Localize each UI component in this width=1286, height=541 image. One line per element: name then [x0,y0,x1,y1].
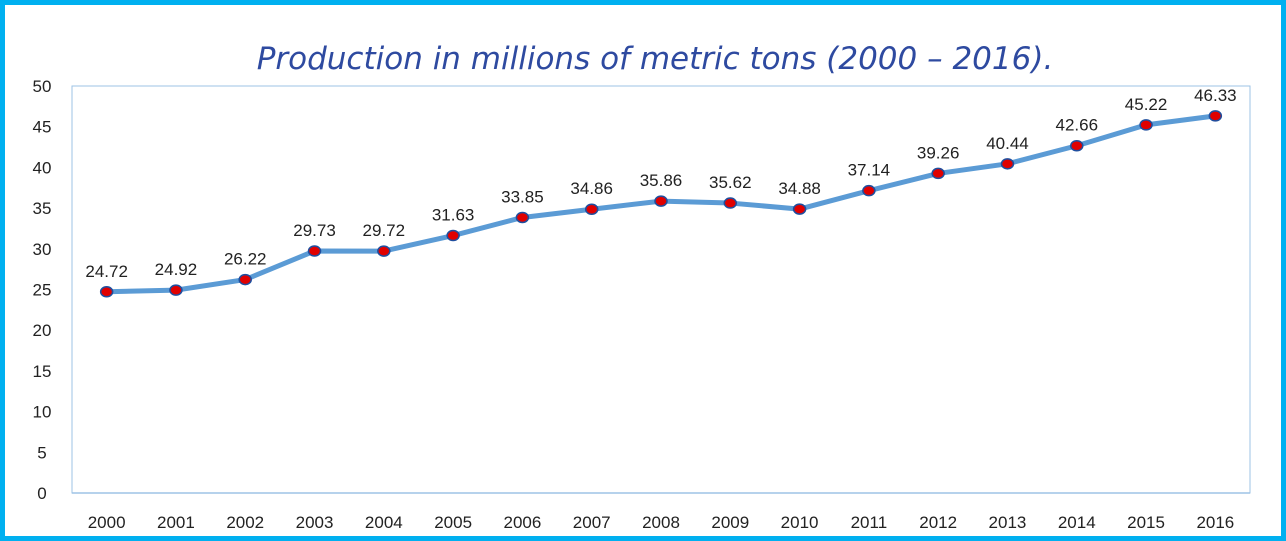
y-tick-label: 15 [33,362,52,381]
data-point [378,246,390,256]
data-point [239,275,251,285]
x-tick-label: 2000 [88,513,126,532]
chart-title: Production in millions of metric tons (2… [257,41,1054,77]
x-tick-label: 2014 [1058,513,1096,532]
x-tick-label: 2008 [642,513,680,532]
y-tick-label: 40 [33,158,52,177]
data-labels: 24.72 24.92 26.22 29.73 29.72 31.63 33.85 34.86… [85,86,1236,281]
data-point [655,196,667,206]
data-label: 35.62 [709,173,752,192]
data-point [1209,111,1221,121]
x-tick-label: 2004 [365,513,403,532]
data-label: 24.72 [85,262,128,281]
data-point [101,287,113,297]
data-point [586,204,598,214]
y-tick-label: 25 [33,281,52,300]
data-label: 31.63 [432,206,475,225]
y-tick-label: 45 [33,118,52,137]
data-label: 34.88 [778,179,821,198]
data-point [309,246,321,256]
y-tick-label: 35 [33,199,52,218]
y-tick-label: 5 [37,443,46,462]
data-label: 37.14 [848,161,891,180]
data-point [447,231,459,241]
x-tick-label: 2015 [1127,513,1165,532]
data-label: 29.73 [293,221,336,240]
x-tick-label: 2005 [434,513,472,532]
data-point [863,186,875,196]
data-label: 33.85 [501,187,544,206]
x-tick-labels: 2000 2001 2002 2003 2004 2005 2006 2007 2008 2009… [88,513,1235,532]
data-label: 40.44 [986,134,1029,153]
x-tick-label: 2016 [1196,513,1234,532]
y-tick-label: 20 [33,321,52,340]
x-tick-label: 2012 [919,513,957,532]
data-point [932,168,944,178]
data-point [1071,141,1083,151]
y-tick-label: 0 [37,484,46,503]
x-tick-label: 2010 [781,513,819,532]
y-tick-label: 30 [33,240,52,259]
x-tick-label: 2003 [296,513,334,532]
data-point [724,198,736,208]
data-label: 29.72 [363,221,406,240]
x-tick-label: 2013 [989,513,1027,532]
x-tick-label: 2001 [157,513,195,532]
x-tick-label: 2002 [226,513,264,532]
data-label: 45.22 [1125,95,1168,114]
data-label: 24.92 [155,260,198,279]
data-label: 39.26 [917,143,960,162]
data-label: 35.86 [640,171,683,190]
y-tick-labels: 0 5 10 15 20 25 30 35 40 45 50 [33,77,52,503]
y-tick-label: 50 [33,77,52,96]
data-point [516,212,528,222]
data-point [1140,120,1152,130]
x-tick-label: 2006 [503,513,541,532]
data-label: 34.86 [570,179,613,198]
data-label: 42.66 [1055,116,1098,135]
data-point [170,285,182,295]
data-label: 46.33 [1194,86,1237,105]
x-tick-label: 2009 [711,513,749,532]
y-tick-label: 10 [33,403,52,422]
data-point [794,204,806,214]
x-tick-label: 2007 [573,513,611,532]
data-label: 26.22 [224,250,267,269]
x-tick-label: 2011 [851,513,888,532]
data-point [1001,159,1013,169]
